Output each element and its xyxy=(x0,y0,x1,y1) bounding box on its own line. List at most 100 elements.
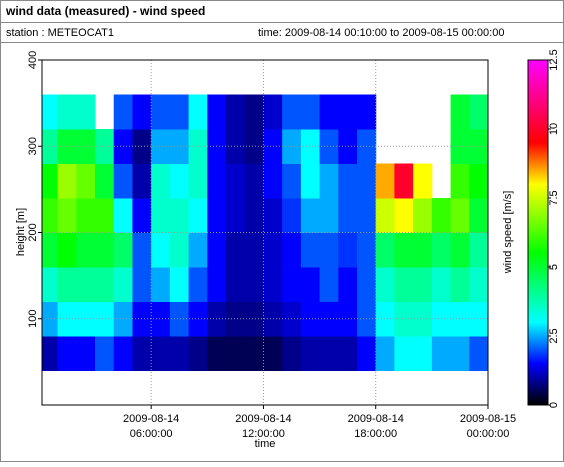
cell xyxy=(282,94,302,130)
cell xyxy=(431,336,452,371)
cell xyxy=(151,198,171,233)
cell xyxy=(151,129,171,164)
cell xyxy=(132,163,152,199)
cell xyxy=(338,198,358,233)
cell xyxy=(244,198,264,233)
cell xyxy=(300,232,321,268)
cell xyxy=(95,232,115,268)
cell xyxy=(95,163,115,199)
cell xyxy=(357,163,377,199)
cell xyxy=(338,163,358,199)
cell xyxy=(226,301,246,337)
cell xyxy=(338,267,358,302)
cell xyxy=(413,301,433,337)
cell xyxy=(394,267,414,302)
cell xyxy=(394,301,414,337)
cell xyxy=(413,198,433,233)
cell xyxy=(263,336,283,371)
cell xyxy=(188,198,208,233)
cell xyxy=(42,163,59,199)
cell xyxy=(469,198,488,233)
cell xyxy=(188,163,208,199)
cell xyxy=(132,232,152,268)
cell xyxy=(188,267,208,302)
cell xyxy=(244,163,264,199)
cell xyxy=(244,336,264,371)
cell xyxy=(469,267,488,302)
x-tick-label: 2009-08-15 xyxy=(460,413,516,425)
cell xyxy=(132,94,152,130)
cell xyxy=(169,301,190,337)
cell xyxy=(394,163,414,199)
cell xyxy=(226,198,246,233)
colorbar xyxy=(527,59,549,406)
cell xyxy=(450,129,470,164)
cell xyxy=(319,163,339,199)
cell xyxy=(151,336,171,371)
cell xyxy=(450,301,470,337)
cell xyxy=(375,198,395,233)
cell xyxy=(57,232,77,268)
cell xyxy=(431,232,452,268)
title: wind data (measured) - wind speed xyxy=(5,4,205,18)
cell xyxy=(450,198,470,233)
cell xyxy=(57,336,77,371)
cell xyxy=(450,336,470,371)
cell xyxy=(244,129,264,164)
y-tick-label: 400 xyxy=(27,51,39,69)
cell xyxy=(319,94,339,130)
cell xyxy=(151,267,171,302)
cell xyxy=(450,94,470,130)
y-tick-label: 100 xyxy=(27,310,39,328)
cell xyxy=(357,267,377,302)
cell xyxy=(375,232,395,268)
cell xyxy=(113,163,133,199)
cell xyxy=(151,94,171,130)
cell xyxy=(188,94,208,130)
cell xyxy=(338,232,358,268)
cell xyxy=(113,94,133,130)
cell xyxy=(169,232,190,268)
cell xyxy=(263,198,283,233)
cell xyxy=(413,336,433,371)
cell xyxy=(95,301,115,337)
cell xyxy=(319,301,339,337)
cell xyxy=(282,198,302,233)
cell xyxy=(394,198,414,233)
cell xyxy=(319,267,339,302)
y-tick-label: 300 xyxy=(27,137,39,155)
cell xyxy=(282,336,302,371)
cell xyxy=(169,267,190,302)
cell xyxy=(413,232,433,268)
cell xyxy=(57,301,77,337)
cell xyxy=(169,336,190,371)
cell xyxy=(450,267,470,302)
cell xyxy=(132,267,152,302)
cell xyxy=(300,129,321,164)
cell xyxy=(469,232,488,268)
cell xyxy=(76,232,96,268)
cell xyxy=(469,301,488,337)
cell xyxy=(263,232,283,268)
cell xyxy=(300,336,321,371)
cell xyxy=(282,163,302,199)
cell xyxy=(469,336,488,371)
cell xyxy=(57,163,77,199)
colorbar-tick-label: 10 xyxy=(548,123,560,135)
x-tick-label: 12:00:00 xyxy=(242,428,285,440)
x-tick-label: 18:00:00 xyxy=(354,428,397,440)
colorbar-tick-label: 5 xyxy=(548,264,560,270)
colorbar-tick-label: 0 xyxy=(548,402,560,408)
cell xyxy=(42,232,59,268)
cell xyxy=(226,267,246,302)
cell xyxy=(132,198,152,233)
cell xyxy=(226,232,246,268)
cell xyxy=(413,163,433,199)
cell xyxy=(188,232,208,268)
cell xyxy=(375,301,395,337)
cell xyxy=(95,129,115,164)
cell xyxy=(357,232,377,268)
cell xyxy=(282,267,302,302)
cell xyxy=(244,267,264,302)
